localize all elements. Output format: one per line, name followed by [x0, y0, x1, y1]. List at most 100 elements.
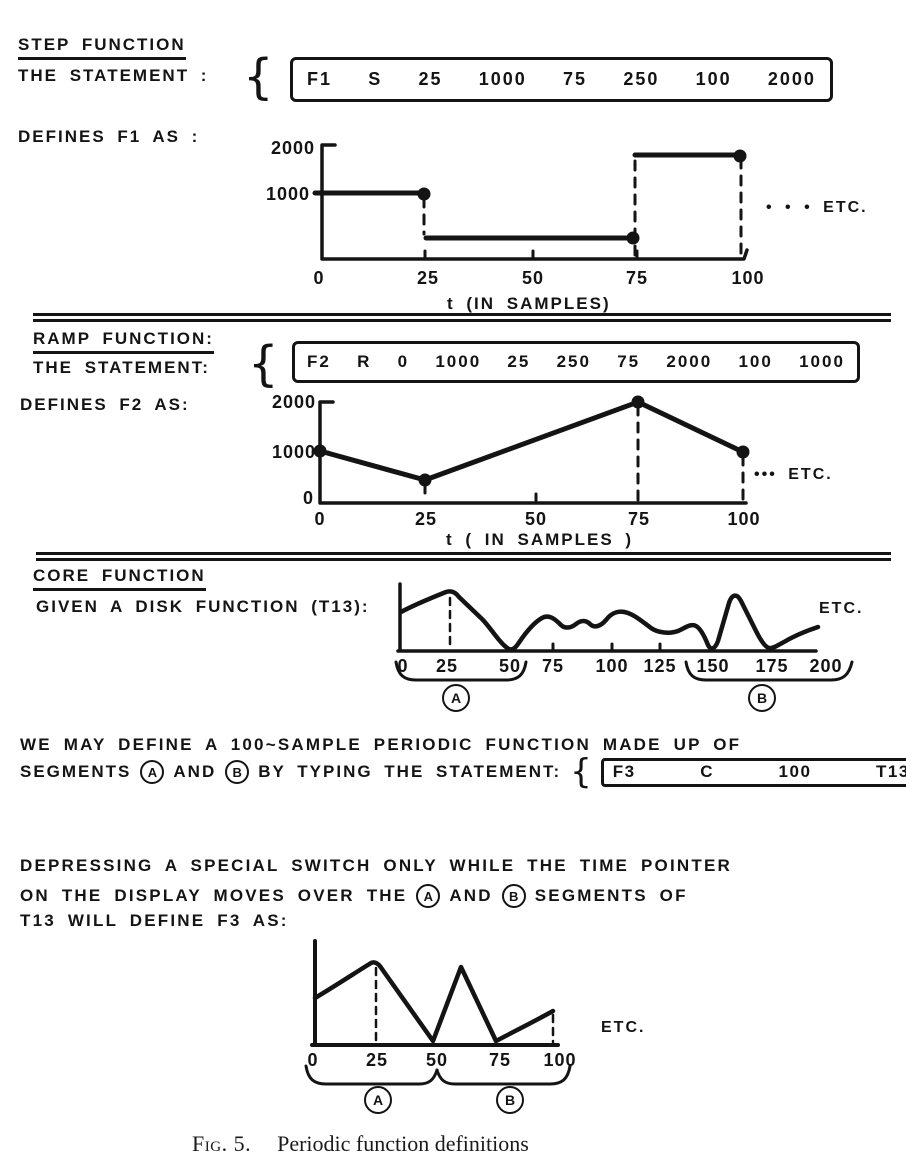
statement-token: 100 [778, 762, 812, 781]
f3-curve [312, 960, 556, 1044]
ramp-xtick-75: 75 [627, 509, 651, 529]
statement-token: 2000 [666, 352, 713, 371]
statement-token: F1 [307, 69, 333, 89]
ramp-statement-brace: { [248, 336, 279, 392]
segment-b-badge: B [501, 884, 526, 908]
typing-paragraph-line1: WE MAY DEFINE A 100~SAMPLE PERIODIC FUNC… [20, 735, 742, 754]
switch-line2-post: SEGMENTS OF [534, 886, 688, 905]
step-statement-brace: { [243, 49, 274, 105]
section-divider [33, 313, 891, 322]
switch-paragraph-line3: T13 WILL DEFINE F3 AS: [20, 911, 289, 930]
core-statement-box: F3 C 100 T13 [600, 757, 906, 787]
statement-token: 250 [556, 352, 591, 371]
ramp-plot-axis [318, 400, 748, 505]
typing-line2-segments-word: SEGMENTS [20, 762, 132, 781]
ramp-etc-label: ••• ETC. [754, 466, 833, 483]
disk-xtick-50: 50 [498, 656, 522, 676]
f3-dashed-markers [374, 966, 555, 1044]
figure-caption-text: Periodic function definitions [277, 1131, 529, 1156]
step-statement-label: THE STATEMENT : [18, 66, 209, 85]
f3-xtick-50: 50 [425, 1050, 449, 1070]
step-section-title: STEP FUNCTION [18, 35, 186, 60]
ramp-statement-box: F2 R 0 1000 25 250 75 2000 100 1000 [292, 341, 860, 383]
f3-etc-label: ETC. [601, 1019, 646, 1036]
step-dashed-markers [422, 157, 743, 257]
step-ytick-2000: 2000 [270, 138, 315, 158]
statement-token: F2 [307, 352, 331, 371]
disk-xtick-75: 75 [541, 656, 565, 676]
statement-token: 1000 [478, 69, 527, 89]
f3-segment-a-badge: A [364, 1086, 392, 1114]
ramp-xtick-50: 50 [524, 509, 548, 529]
core-section-title: CORE FUNCTION [33, 566, 206, 591]
ramp-defines-label: DEFINES F2 AS: [20, 395, 190, 414]
f3-brace-a [304, 1064, 439, 1086]
step-data-dots [417, 149, 747, 245]
f3-xtick-75: 75 [488, 1050, 512, 1070]
statement-token: 25 [507, 352, 531, 371]
disk-segment-a-badge: A [442, 684, 470, 712]
statement-token: 100 [738, 352, 773, 371]
step-xtick-25: 25 [416, 268, 440, 288]
disk-plot-axis-ticks [551, 642, 662, 653]
step-xaxis-label: t (IN SAMPLES) [447, 294, 611, 313]
typing-line2-rest: BY TYPING THE STATEMENT: [258, 762, 562, 781]
typing-paragraph-line2: SEGMENTS A AND B BY TYPING THE STATEMENT… [20, 752, 906, 792]
step-statement-box: F1 S 25 1000 75 250 100 2000 [290, 57, 833, 102]
ramp-statement-label: THE STATEMENT: [33, 358, 210, 377]
ramp-ytick-0: 0 [302, 488, 314, 508]
disk-xtick-175: 175 [755, 656, 789, 676]
disk-curve [398, 589, 821, 652]
statement-token: C [700, 762, 714, 781]
step-xtick-50: 50 [521, 268, 545, 288]
step-xtick-100: 100 [731, 268, 765, 288]
step-etc-label: • • • ETC. [766, 199, 868, 216]
section-divider [36, 552, 891, 561]
statement-token: R [357, 352, 372, 371]
statement-token: 75 [563, 69, 588, 89]
ramp-dashed-markers [423, 404, 745, 503]
ramp-ytick-1000: 1000 [271, 442, 316, 462]
step-defines-label: DEFINES F1 AS : [18, 127, 200, 146]
disk-brace-a [394, 660, 528, 682]
statement-token: T13 [875, 762, 906, 781]
ramp-xtick-0: 0 [314, 509, 326, 529]
core-given-label: GIVEN A DISK FUNCTION (T13): [36, 597, 370, 616]
f3-segment-b-badge: B [496, 1086, 524, 1114]
disk-plot [394, 582, 854, 682]
switch-line2-pre: ON THE DISPLAY MOVES OVER THE [20, 886, 408, 905]
ramp-plot [311, 395, 750, 505]
segment-b-badge: B [225, 760, 250, 784]
step-plot [312, 143, 749, 261]
statement-token: 2000 [767, 69, 816, 89]
statement-token: 0 [397, 352, 410, 371]
statement-token: 250 [623, 69, 660, 89]
ramp-ytick-2000: 2000 [271, 392, 316, 412]
step-xtick-75: 75 [625, 268, 649, 288]
disk-plot-axis [396, 582, 818, 653]
ramp-data-dots [313, 395, 750, 487]
disk-xtick-200: 200 [809, 656, 843, 676]
ramp-section-title: RAMP FUNCTION: [33, 329, 214, 354]
ramp-xtick-100: 100 [727, 509, 761, 529]
statement-token: 100 [695, 69, 732, 89]
disk-segment-b-badge: B [748, 684, 776, 712]
disk-xtick-25: 25 [435, 656, 459, 676]
statement-token: 1000 [435, 352, 482, 371]
disk-xtick-0: 0 [397, 656, 409, 676]
disk-etc-label: ETC. [819, 600, 864, 617]
f3-plot-axis [310, 939, 560, 1047]
statement-token: F3 [612, 762, 636, 781]
typing-statement-brace: { [570, 752, 592, 792]
segment-a-badge: A [140, 760, 165, 784]
f3-xtick-25: 25 [365, 1050, 389, 1070]
step-xtick-0: 0 [313, 268, 325, 288]
switch-paragraph-line2: ON THE DISPLAY MOVES OVER THE A AND B SE… [20, 882, 688, 910]
segment-a-badge: A [416, 884, 441, 908]
typing-line2-and-word: AND [173, 762, 217, 781]
ramp-line [317, 399, 746, 483]
figure-caption-number: Fig. 5. [192, 1131, 252, 1156]
f3-plot [304, 939, 572, 1086]
